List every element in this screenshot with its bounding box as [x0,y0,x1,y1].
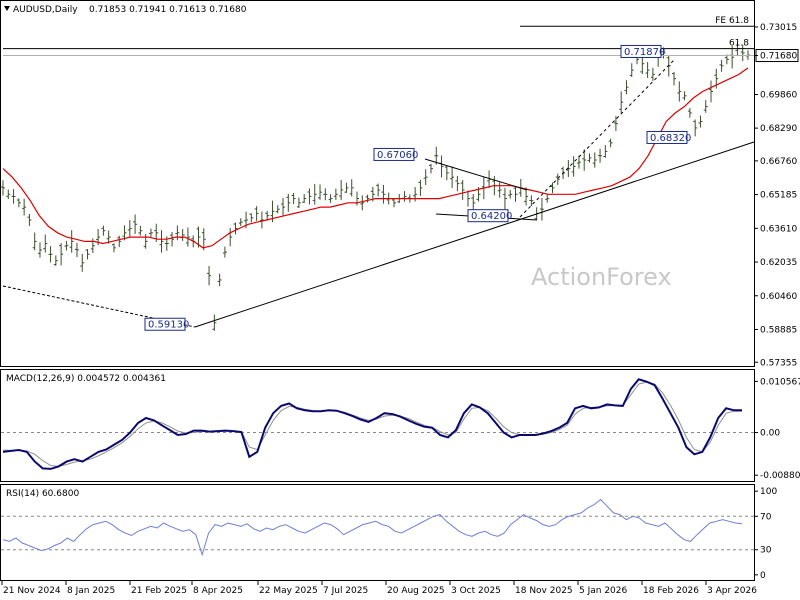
current-price-label: 0.71680 [760,52,797,62]
x-tick-label: 18 Nov 2025 [515,586,573,596]
x-tick-label: 20 Aug 2025 [387,586,445,596]
macd-tick-label: -0.008808 [760,471,800,481]
x-tick-label: 3 Apr 2026 [707,586,757,596]
chart-symbol: AUDUSD,Daily [13,5,78,15]
x-tick-label: 3 Oct 2025 [451,586,501,596]
macd-main-line [2,378,742,470]
rising-trend-line [194,141,755,328]
moving-average [2,67,749,249]
macd-lines [2,378,742,470]
x-tick-label: 18 Feb 2026 [643,586,699,596]
price-tick-label: 0.73015 [760,23,797,33]
triangle-upper-line [424,158,528,191]
rsi-tick-label: 30 [760,546,772,556]
annotation-label: 0.71870 [624,47,665,58]
macd-tick-label: 0.00 [760,429,780,439]
dashed-channel-line [519,59,675,218]
x-tick-label: 8 Apr 2025 [193,586,243,596]
ma-line [2,67,749,249]
annotation-label: 0.67060 [377,150,418,161]
annotation-label: 0.64200 [471,211,512,222]
price-tick-label: 0.63610 [760,224,797,234]
fib-level-label: 61.8 [729,39,749,49]
rsi-panel [0,484,755,581]
x-tick-label: 5 Jan 2026 [579,586,627,596]
chart-ohlc: 0.71853 0.71941 0.71613 0.71680 [89,5,247,15]
annotation-box [646,130,688,144]
x-axis-labels: 21 Nov 2024 8 Jan 2025 21 Feb 2025 8 Apr 20… [1,581,757,596]
x-tick-label: 22 May 2025 [259,586,318,596]
dashed-trend-line [2,285,196,328]
x-tick-label: 21 Feb 2025 [131,586,187,596]
y-axis-labels: 0.73015 0.69860 0.68290 0.66760 0.65185 0.636… [754,23,800,581]
price-tick-label: 0.60460 [760,292,797,302]
price-tick-label: 0.62035 [760,258,797,268]
rsi-line-path [2,498,743,557]
rsi-tick-label: 100 [760,487,777,497]
x-tick-label: 21 Nov 2024 [3,586,61,596]
macd-panel [0,369,755,482]
x-tick-label: 7 Jul 2025 [323,586,368,596]
fib-level-label: FE 61.8 [715,16,749,26]
macd-title: MACD(12,26,9) 0.004572 0.004361 [6,374,166,384]
macd-tick-label: 0.010567 [760,377,800,387]
annotation-label: 0.59130 [148,320,189,331]
rsi-tick-label: 0 [760,571,766,581]
price-tick-label: 0.65185 [760,191,797,201]
watermark: ActionForex [531,263,672,291]
price-tick-label: 0.68290 [760,124,797,134]
price-tick-label: 0.66760 [760,157,797,167]
price-bars [1,42,750,331]
collapse-triangle-icon[interactable] [4,6,10,11]
annotation-box [144,317,186,331]
annotation-box [620,44,662,58]
annotation-box [373,147,415,161]
rsi-tick-label: 70 [760,512,772,522]
rsi-line [2,498,743,557]
price-tick-label: 0.57355 [760,358,797,368]
price-tick-label: 0.69860 [760,90,797,100]
price-tick-label: 0.58885 [760,325,797,335]
price-annotations: 0.59130 0.67060 0.64200 0.71870 0.68320 [144,44,691,331]
annotation-label: 0.68320 [650,133,691,144]
rsi-title: RSI(14) 60.6800 [6,489,79,499]
annotation-box [467,209,509,223]
x-tick-label: 8 Jan 2025 [67,586,115,596]
